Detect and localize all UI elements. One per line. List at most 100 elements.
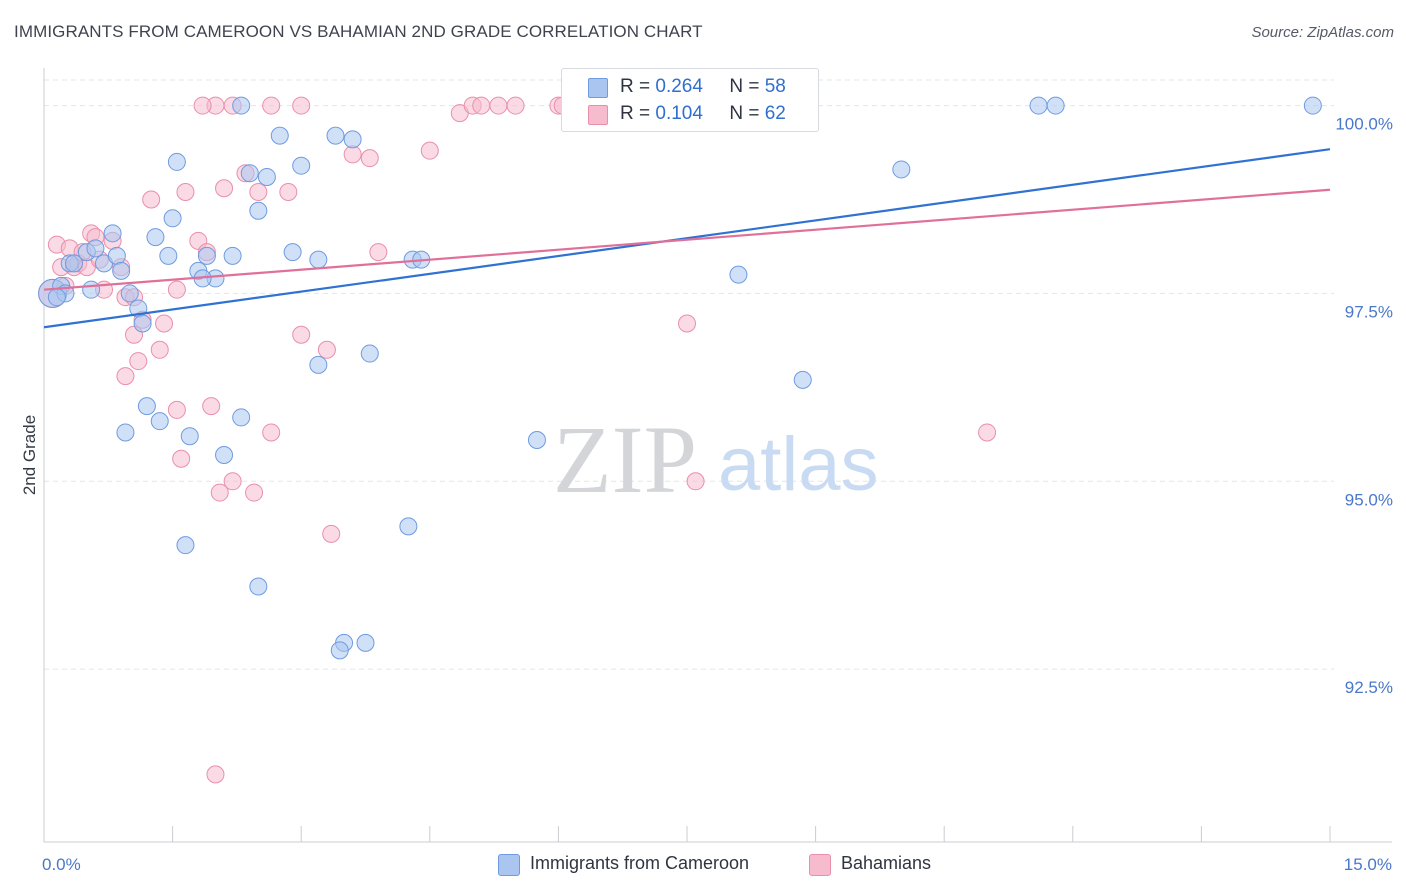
legend-n-value: 58	[764, 76, 786, 97]
bahamians-point	[155, 314, 174, 333]
bahamians-point	[262, 423, 281, 442]
bahamians-point	[206, 765, 225, 784]
bahamians-point	[506, 96, 525, 115]
cameroon-trend-line	[43, 148, 1331, 329]
bahamians-point	[489, 96, 508, 115]
axes	[43, 68, 1392, 843]
bahamians-point	[176, 182, 195, 201]
cameroon-point	[65, 254, 84, 273]
cameroon-point	[197, 246, 216, 265]
cameroon-point	[292, 156, 311, 175]
cameroon-point	[223, 246, 242, 265]
stats-legend: R = 0.264 N = 58 R = 0.104 N = 62	[561, 68, 819, 132]
bahamians-trend-line	[43, 188, 1331, 291]
bahamians-point	[142, 190, 161, 209]
bahamians-point	[249, 182, 268, 201]
series-swatch-bahamians	[809, 854, 831, 876]
bahamians-point	[223, 472, 242, 491]
cameroon-point	[399, 517, 418, 536]
cameroon-point	[326, 126, 345, 145]
bahamians-point	[202, 397, 221, 416]
bahamians-point	[360, 149, 379, 168]
cameroon-point	[150, 412, 169, 431]
series-name-bahamians: Bahamians	[841, 853, 932, 873]
bahamians-point	[317, 340, 336, 359]
watermark: ZIP atlas	[553, 406, 879, 513]
bahamians-point	[343, 145, 362, 164]
cameroon-point	[133, 314, 152, 333]
legend-r-label: R =	[620, 103, 656, 124]
cameroon-point	[116, 423, 135, 442]
bahamians-point	[150, 340, 169, 359]
bahamians-point	[686, 472, 705, 491]
cameroon-point	[47, 288, 66, 307]
x-tick-label: 0.0%	[42, 855, 81, 874]
watermark-zip: ZIP	[553, 406, 697, 513]
series-legend: Immigrants from Cameroon Bahamians	[0, 852, 1406, 878]
cameroon-point	[1303, 96, 1322, 115]
cameroon-point	[330, 641, 349, 660]
legend-swatch-cameroon	[588, 78, 608, 98]
bahamians-point	[472, 96, 491, 115]
legend-n-value: 62	[764, 103, 786, 124]
bahamians-point	[978, 423, 997, 442]
cameroon-point	[137, 397, 156, 416]
cameroon-point	[232, 96, 251, 115]
bahamians-point	[262, 96, 281, 115]
bahamians-point	[215, 179, 234, 198]
cameroon-point	[146, 228, 165, 247]
bahamians-point	[210, 483, 229, 502]
bahamians-point	[322, 524, 341, 543]
legend-r-value: 0.264	[655, 76, 703, 97]
cameroon-point	[249, 201, 268, 220]
chart-source: Source: ZipAtlas.com	[1251, 24, 1394, 41]
cameroon-point	[356, 633, 375, 652]
bahamians-point	[292, 325, 311, 344]
cameroon-point	[232, 408, 251, 427]
legend-r-value: 0.104	[655, 103, 703, 124]
watermark-atlas: atlas	[718, 422, 879, 507]
legend-n-label: N =	[729, 76, 765, 97]
bahamians-point	[292, 96, 311, 115]
cameroon-point	[86, 239, 105, 258]
grid-lines	[44, 79, 1334, 670]
cameroon-point	[892, 160, 911, 179]
chart-title: IMMIGRANTS FROM CAMEROON VS BAHAMIAN 2ND…	[14, 22, 703, 41]
bahamians-point	[678, 314, 696, 333]
cameroon-point	[309, 355, 328, 374]
bahamians-point	[116, 367, 135, 386]
y-tick-label: 95.0%	[1345, 490, 1393, 509]
cameroon-point	[793, 370, 812, 389]
bahamians-point	[193, 96, 212, 115]
trend-lines	[43, 148, 1331, 329]
cameroon-point	[729, 265, 748, 284]
cameroon-point	[1029, 96, 1048, 115]
legend-n-label: N =	[729, 103, 765, 124]
y-tick-label: 92.5%	[1345, 678, 1393, 697]
bahamians-point	[279, 182, 298, 201]
x-tick-label: 15.0%	[1344, 855, 1392, 874]
cameroon-point	[103, 224, 122, 243]
cameroon-point	[107, 246, 126, 265]
cameroon-point	[360, 344, 379, 363]
cameroon-point	[180, 427, 199, 446]
cameroon-point	[159, 246, 178, 265]
legend-r-label: R =	[620, 76, 656, 97]
cameroon-point	[270, 126, 289, 145]
cameroon-point	[215, 446, 234, 464]
cameroon-point	[283, 243, 302, 262]
y-tick-label: 100.0%	[1335, 115, 1393, 134]
legend-swatch-bahamians	[588, 105, 608, 125]
tick-labels: 100.0% 97.5% 95.0% 92.5% 0.0% 15.0%	[42, 115, 1393, 874]
cameroon-point	[309, 250, 328, 269]
y-tick-label: 97.5%	[1345, 302, 1393, 321]
cameroon-point	[343, 130, 362, 149]
cameroon-point	[163, 209, 182, 228]
bahamians-point	[129, 352, 148, 371]
cameroon-point	[167, 152, 186, 171]
cameroon-point	[176, 536, 195, 555]
cameroon-point	[1046, 96, 1065, 115]
series-swatch-cameroon	[498, 854, 520, 876]
bahamians-point	[172, 449, 191, 468]
